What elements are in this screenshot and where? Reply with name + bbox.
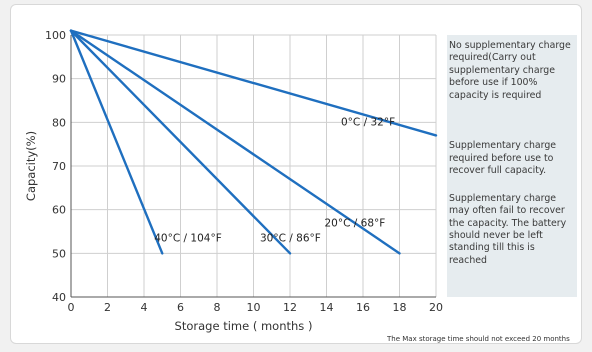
- zone-note: No supplementary charge required(Carry o…: [449, 40, 571, 101]
- series-line: [69, 29, 438, 137]
- x-tick-label: 0: [68, 301, 75, 314]
- x-tick-label: 18: [393, 301, 407, 314]
- y-tick-label: 40: [52, 291, 66, 304]
- chart-footnote: The Max storage time should not exceed 2…: [387, 335, 570, 343]
- x-tick-label: 12: [283, 301, 297, 314]
- series-line: [69, 29, 164, 255]
- series-label: 0°C / 32°F: [341, 116, 395, 128]
- zone-band: [447, 187, 577, 297]
- zone-note: Supplementary charge required before use…: [449, 140, 557, 177]
- y-tick-label: 100: [45, 29, 66, 42]
- x-tick-label: 2: [104, 301, 111, 314]
- zone-band: [447, 35, 577, 137]
- y-tick-label: 70: [52, 160, 66, 173]
- x-tick-label: 4: [141, 301, 148, 314]
- series-label: 20°C / 68°F: [325, 217, 386, 229]
- y-tick-label: 60: [52, 204, 66, 217]
- y-axis-title: Capacity(%): [24, 131, 38, 201]
- x-tick-label: 10: [247, 301, 261, 314]
- x-tick-label: 16: [356, 301, 370, 314]
- series-line: [69, 29, 401, 255]
- y-tick-label: 50: [52, 247, 66, 260]
- x-axis-title: Storage time ( months ): [175, 319, 313, 333]
- x-tick-label: 14: [320, 301, 334, 314]
- series-line: [69, 29, 292, 255]
- x-tick-label: 20: [429, 301, 443, 314]
- chart-card: No supplementary charge required(Carry o…: [10, 4, 582, 344]
- series-label: 40°C / 104°F: [154, 232, 222, 244]
- x-tick-label: 6: [177, 301, 184, 314]
- x-tick-label: 8: [214, 301, 221, 314]
- series-label: 30°C / 86°F: [260, 232, 321, 244]
- y-tick-label: 90: [52, 73, 66, 86]
- y-tick-label: 80: [52, 116, 66, 129]
- zone-band: [447, 135, 577, 189]
- line-chart: 0 2 4 6 8 10 12 14 16 18 20 40 50 60 70 80 90 100 Storage …: [24, 29, 443, 333]
- zone-note: Supplementary charge may often fail to r…: [449, 192, 567, 266]
